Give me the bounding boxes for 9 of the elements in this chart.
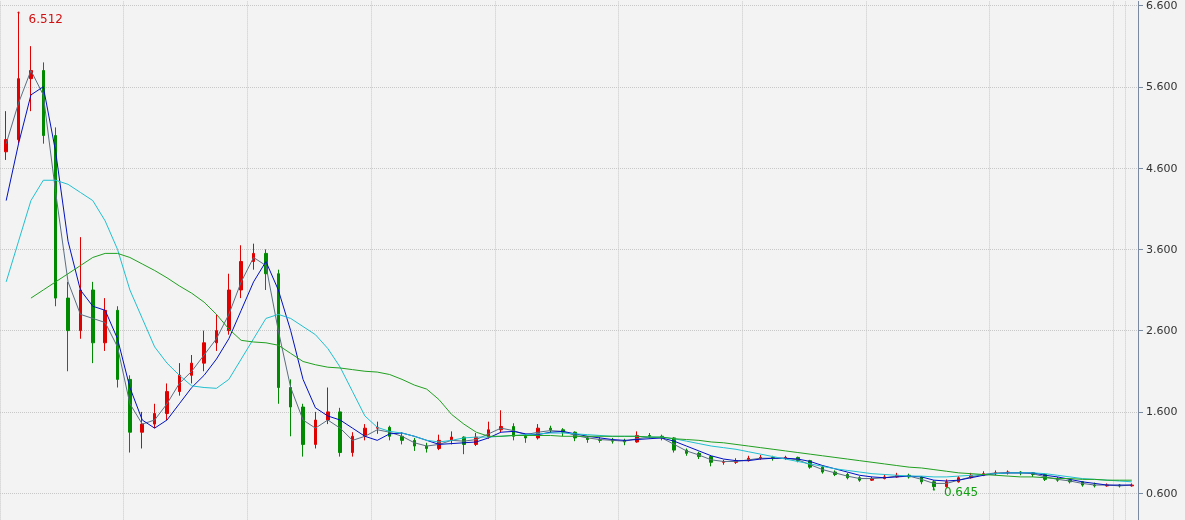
y-tick-label: 0.600 bbox=[1146, 486, 1178, 500]
annotation: 0.645 bbox=[943, 484, 979, 499]
y-tick-label: 4.600 bbox=[1146, 161, 1178, 175]
annotation: 6.512 bbox=[28, 11, 63, 26]
y-tick-label: 5.600 bbox=[1146, 80, 1178, 94]
y-tick-label: 3.600 bbox=[1146, 242, 1178, 256]
y-tick-label: 2.600 bbox=[1146, 324, 1178, 338]
y-tick-label: 6.600 bbox=[1146, 0, 1178, 12]
y-tick-label: 1.600 bbox=[1146, 405, 1178, 419]
